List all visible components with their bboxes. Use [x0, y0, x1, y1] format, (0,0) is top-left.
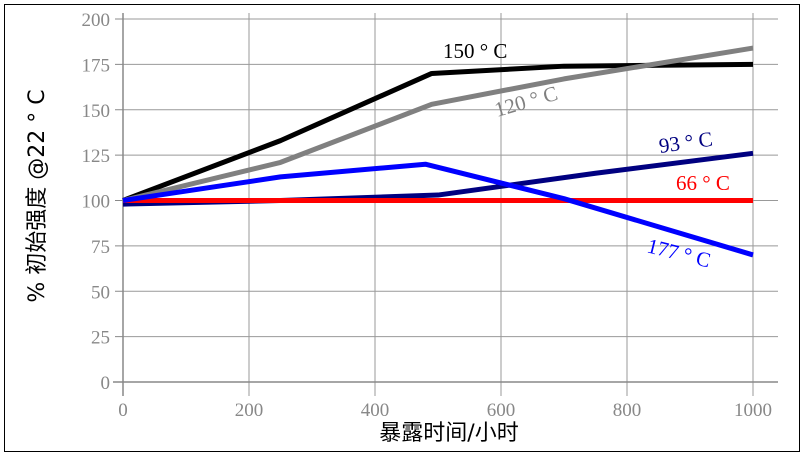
y-tick-label-200: 200 [82, 10, 111, 31]
y-tick-label-100: 100 [82, 192, 111, 213]
series-label-4: 66 ° C [676, 171, 730, 195]
series-line-1 [122, 61, 754, 203]
x-tick-label-800: 800 [613, 400, 642, 421]
x-tick-label-0: 0 [118, 400, 128, 421]
y-tick-label-50: 50 [91, 282, 110, 303]
x-tick-label-200: 200 [235, 400, 264, 421]
y-axis-title: % 初始强度 @22 ° C [25, 89, 50, 302]
y-tick-label-150: 150 [82, 101, 111, 122]
series-line-2 [122, 45, 754, 203]
axes [113, 13, 778, 396]
x-tick-label-1000: 1000 [734, 400, 772, 421]
series-lines [122, 45, 754, 258]
series-label-1: 150 ° C [443, 39, 507, 63]
y-tick-label-125: 125 [82, 146, 111, 167]
y-tick-label-25: 25 [91, 328, 110, 349]
x-tick-label-600: 600 [487, 400, 516, 421]
x-axis-title: 暴露时间/小时 [379, 421, 518, 446]
x-tick-labels: 0 200 400 600 800 1000 [118, 400, 772, 421]
x-tick-label-400: 400 [361, 400, 390, 421]
series-line-5 [122, 161, 754, 258]
y-tick-label-0: 0 [101, 373, 111, 394]
y-tick-label-75: 75 [91, 237, 110, 258]
y-tick-labels: 0 25 50 75 100 125 150 175 200 [82, 10, 123, 394]
series-label-3: 93 ° C [657, 127, 714, 158]
y-tick-label-175: 175 [82, 55, 111, 76]
